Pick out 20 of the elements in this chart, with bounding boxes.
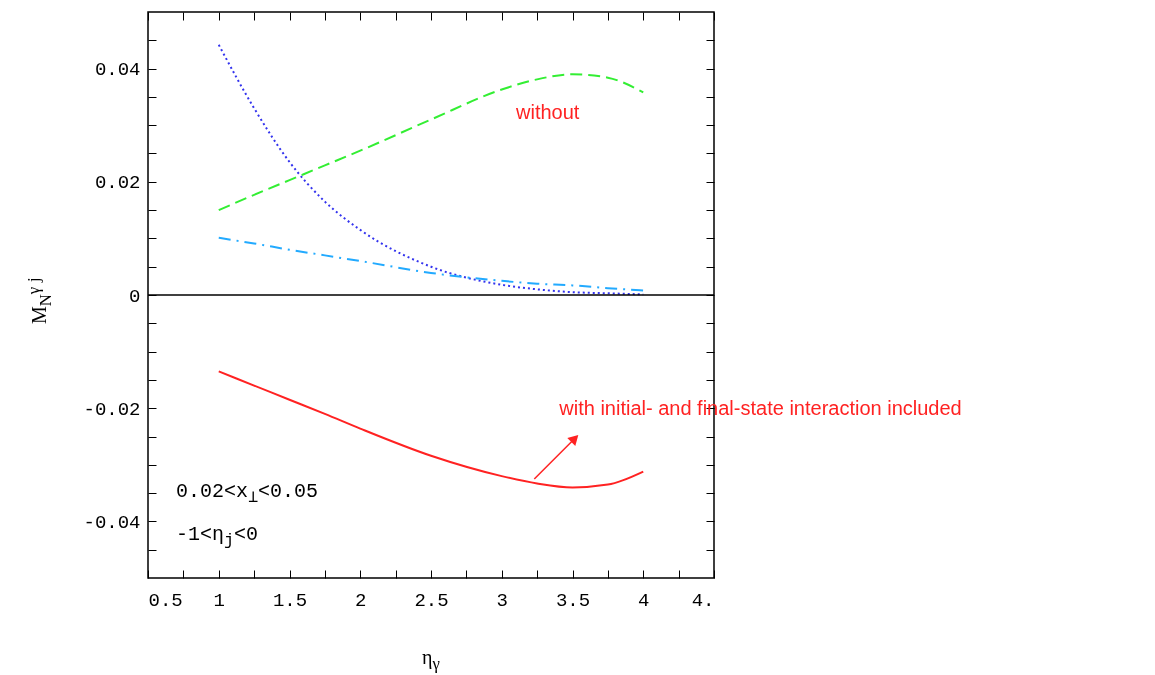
x-tick-label: 4 (638, 589, 650, 612)
x-tick-label: 0.5 (148, 589, 183, 612)
y-tick-label: 0.02 (94, 172, 141, 195)
x-tick-label: 3.5 (555, 589, 591, 612)
y-tick-label: 0 (129, 285, 141, 308)
line-series (217, 236, 645, 292)
x-tick-label: 2 (355, 589, 367, 612)
annotation: 0.02<x$_{⊥}$<0.05 (176, 479, 319, 507)
x-axis-title: η$_{γ}$ (422, 646, 440, 673)
x-tick-label: 3 (496, 589, 508, 612)
x-tick-label: 2.5 (414, 589, 449, 612)
x-tick-label: 1 (213, 589, 225, 612)
y-tick-label: -0.02 (83, 398, 141, 421)
annotation: without (516, 101, 580, 123)
x-tick-label: 1.5 (272, 589, 308, 612)
y-tick-label: -0.04 (83, 511, 141, 534)
annotation: -1<η$_{j}$<0 (176, 522, 259, 550)
y-tick-label: 0.04 (94, 59, 141, 82)
x-tick-label: 4. (691, 589, 715, 612)
line-series (217, 73, 645, 212)
